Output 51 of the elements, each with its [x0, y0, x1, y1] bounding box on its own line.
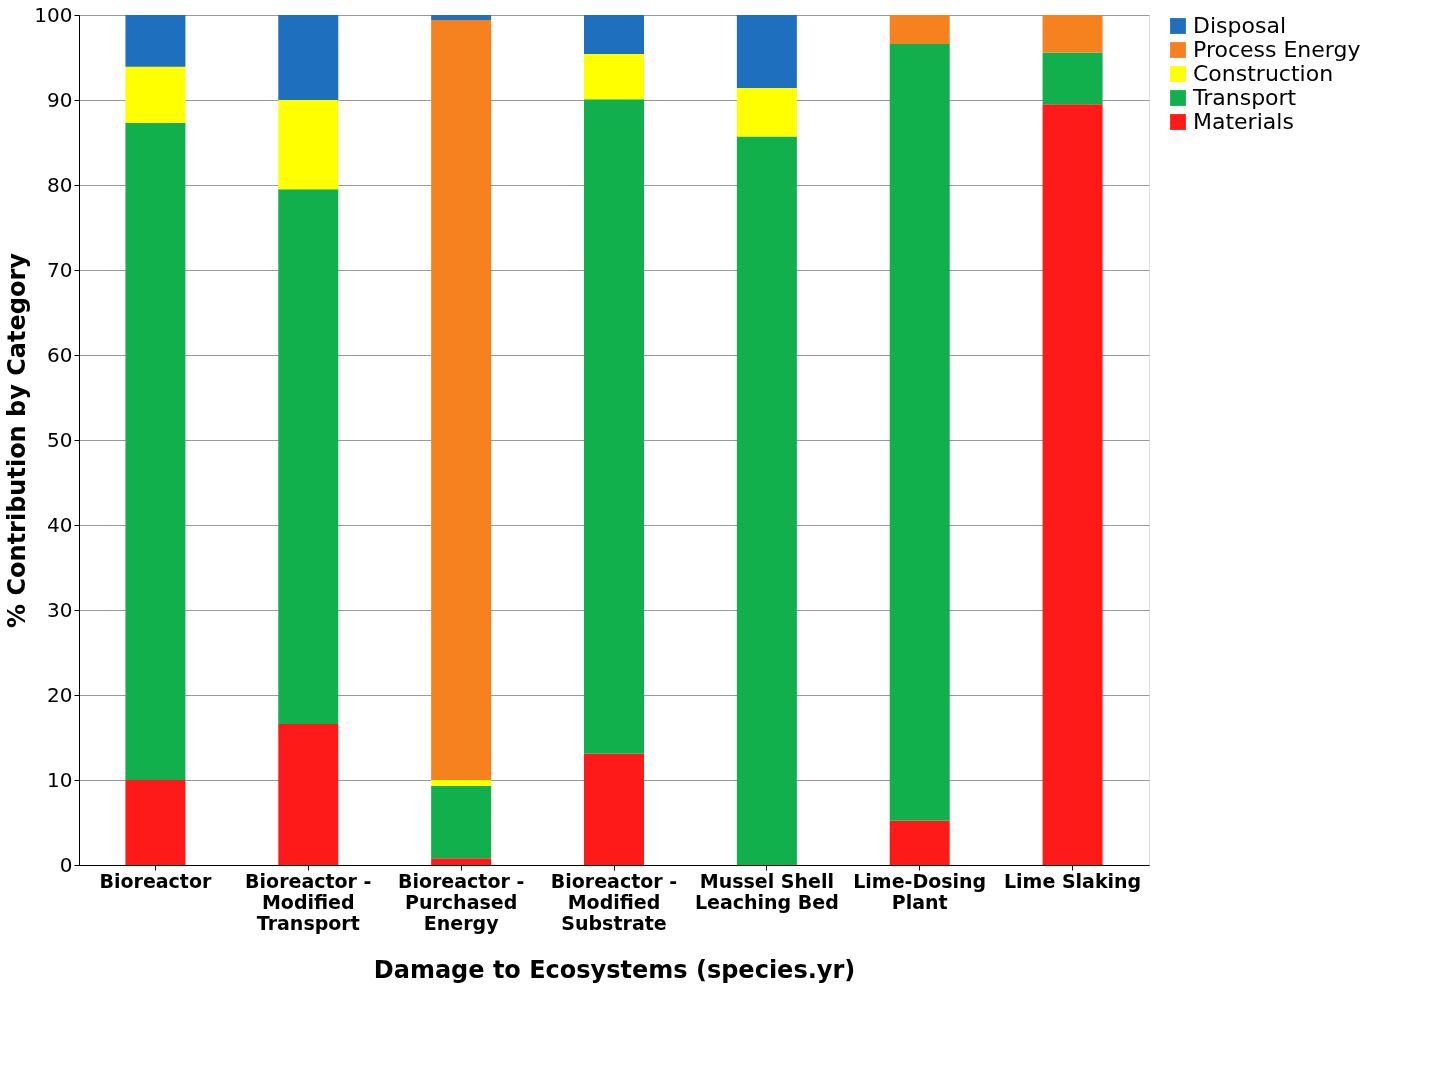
bar	[584, 753, 644, 865]
bar	[1042, 15, 1103, 53]
legend-label: Construction	[1193, 61, 1334, 86]
y-tick-label: 0	[59, 852, 73, 877]
y-axis-title: % Contribution by Category	[3, 252, 32, 628]
y-tick-label: 70	[47, 257, 73, 282]
bar	[431, 15, 492, 21]
legend-label: Process Energy	[1193, 37, 1361, 62]
y-tick-label: 90	[47, 87, 73, 112]
bar	[125, 780, 186, 865]
legend-label: Transport	[1192, 85, 1297, 110]
y-tick-label: 60	[47, 342, 73, 367]
y-tick-label: 80	[47, 172, 73, 197]
legend-label: Disposal	[1193, 13, 1286, 38]
bar	[278, 100, 339, 190]
y-tick-label: 10	[47, 767, 73, 792]
x-tick-label: Bioreactor	[99, 869, 212, 892]
y-tick-label: 50	[47, 427, 73, 452]
x-tick-label: Mussel Shell Leaching Bed	[694, 869, 839, 913]
bar	[431, 858, 492, 865]
bar	[125, 66, 186, 123]
x-tick-label: Bioreactor - Modified Transport	[245, 869, 372, 934]
legend-label: Materials	[1193, 109, 1294, 134]
bar	[278, 723, 339, 865]
bar	[736, 136, 797, 865]
bar	[584, 15, 644, 55]
bar	[278, 15, 339, 100]
bar	[125, 122, 186, 780]
bar	[431, 20, 492, 780]
bar	[1042, 104, 1103, 865]
x-axis-title: Damage to Ecosystems (species.yr)	[373, 955, 856, 984]
bar	[889, 820, 950, 865]
bar	[584, 99, 644, 754]
bar	[889, 15, 950, 44]
y-tick-label: 40	[47, 512, 73, 537]
bar	[431, 785, 492, 859]
bar	[736, 88, 797, 137]
x-tick-label: Bioreactor - Purchased Energy	[397, 869, 525, 934]
x-tick-label: Lime-Dosing Plant	[853, 869, 987, 913]
bar	[584, 54, 644, 100]
bar	[736, 15, 797, 89]
y-tick-label: 30	[47, 597, 73, 622]
bar	[278, 189, 339, 724]
bar	[431, 780, 492, 786]
x-tick-label: Lime Slaking	[1003, 869, 1142, 892]
bar	[1042, 52, 1103, 105]
y-tick-label: 100	[34, 2, 73, 27]
bar	[125, 15, 186, 67]
y-tick-label: 20	[47, 682, 73, 707]
bar	[889, 43, 950, 821]
x-tick-label: Bioreactor - Modified Substrate	[550, 869, 678, 934]
